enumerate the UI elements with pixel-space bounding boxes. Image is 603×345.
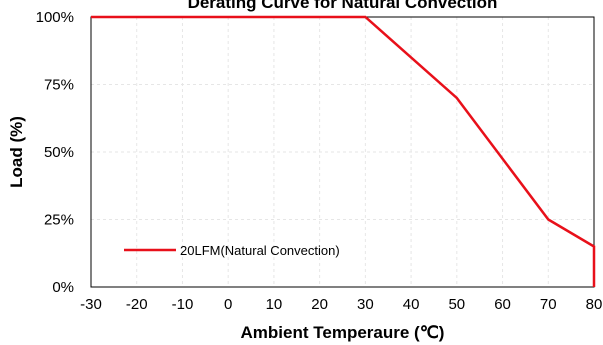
x-tick-label: 30 bbox=[357, 296, 374, 313]
x-axis-ticks: -30 -20 -10 0 10 20 30 40 50 60 70 80 bbox=[80, 296, 602, 313]
x-tick-label: 40 bbox=[403, 296, 420, 313]
x-tick-label: -20 bbox=[126, 296, 148, 313]
grid-lines bbox=[91, 17, 594, 287]
legend-label-20lfm: 20LFM(Natural Convection) bbox=[180, 243, 340, 258]
chart-title: Derating Curve for Natural Convection bbox=[188, 0, 498, 12]
x-tick-label: 80 bbox=[586, 296, 603, 313]
y-tick-label: 75% bbox=[44, 77, 74, 94]
x-tick-label: 70 bbox=[540, 296, 557, 313]
y-tick-label: 0% bbox=[52, 279, 74, 296]
y-axis-title: Load (%) bbox=[7, 116, 26, 188]
legend: 20LFM(Natural Convection) bbox=[124, 243, 340, 258]
series-layer bbox=[91, 15, 596, 287]
y-tick-label: 50% bbox=[44, 144, 74, 161]
y-tick-label: 25% bbox=[44, 212, 74, 229]
y-axis-ticks: 0% 25% 50% 75% 100% bbox=[36, 9, 74, 296]
y-tick-label: 100% bbox=[36, 9, 74, 26]
x-axis-title: Ambient Temperaure (℃) bbox=[241, 323, 445, 342]
x-tick-label: 60 bbox=[494, 296, 511, 313]
x-tick-label: 10 bbox=[266, 296, 283, 313]
x-tick-label: 50 bbox=[448, 296, 465, 313]
x-tick-label: 0 bbox=[224, 296, 232, 313]
x-tick-label: -30 bbox=[80, 296, 102, 313]
x-tick-label: 20 bbox=[311, 296, 328, 313]
x-tick-label: -10 bbox=[172, 296, 194, 313]
series-line-20lfm bbox=[91, 15, 596, 287]
